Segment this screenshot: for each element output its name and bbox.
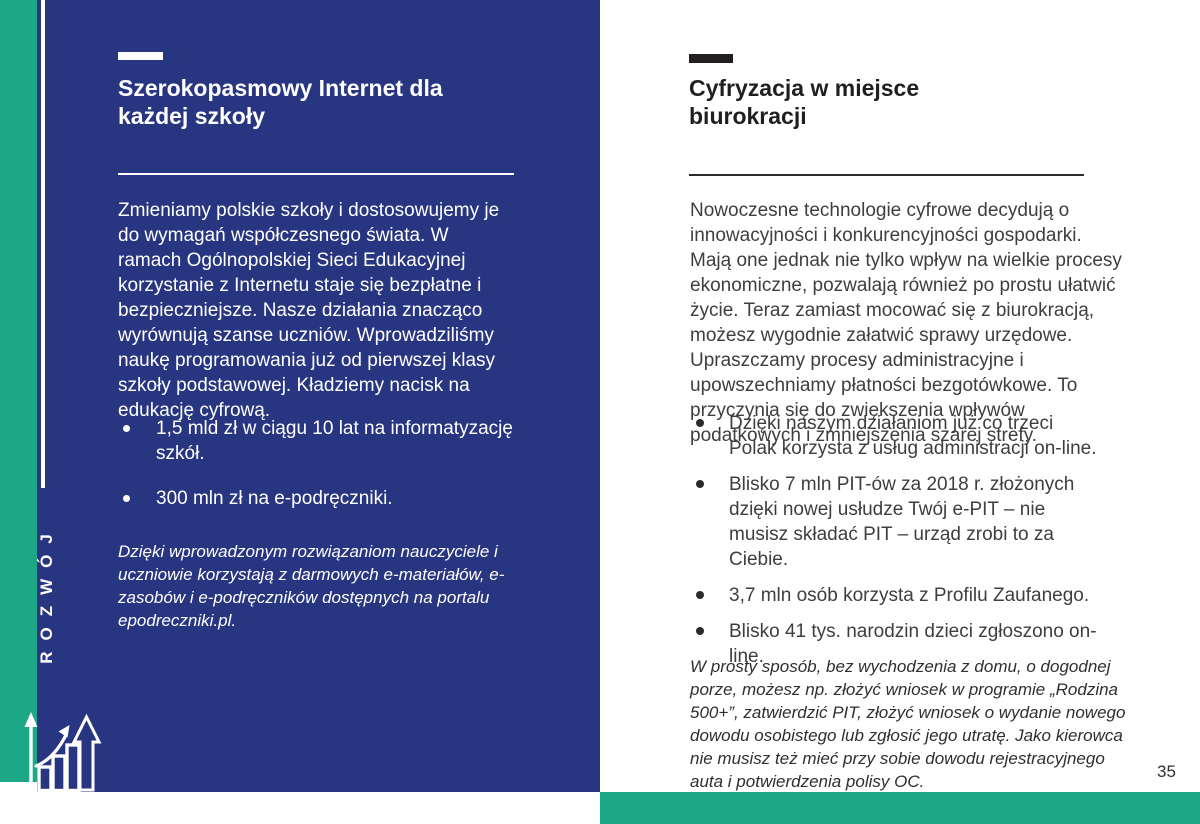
list-item: Blisko 7 mln PIT-ów za 2018 r. złożonych… — [690, 472, 1102, 572]
list-item-text: 1,5 mld zł w ciągu 10 lat na informatyza… — [156, 418, 513, 464]
section-label-rozwoj: ROZWÓJ — [37, 523, 56, 664]
list-item: Dzięki naszym działaniom już co trzeci P… — [690, 411, 1102, 461]
list-item-text: Blisko 41 tys. narodzin dzieci zgłoszono… — [729, 621, 1097, 667]
page-number: 35 — [1157, 762, 1176, 781]
left-bullet-list: 1,5 mld zł w ciągu 10 lat na informatyza… — [118, 416, 528, 531]
bullet-dot-icon — [696, 419, 704, 427]
list-item: 300 mln zł na e-podręczniki. — [118, 486, 528, 511]
right-body-paragraph: Nowoczesne technologie cyfrowe decydują … — [690, 200, 1122, 446]
left-white-divider-line — [41, 0, 45, 488]
list-item-text: 3,7 mln osób korzysta z Profilu Zaufaneg… — [729, 585, 1090, 606]
left-navy-panel — [37, 0, 600, 792]
bullet-dot-icon — [696, 480, 704, 488]
left-heading-dash — [118, 52, 163, 60]
list-item-text: 300 mln zł na e-podręczniki. — [156, 488, 393, 509]
left-horizontal-rule — [118, 173, 514, 175]
right-heading-dash — [689, 54, 733, 63]
left-italic-note: Dzięki wprowadzonym rozwiązaniom nauczyc… — [118, 542, 505, 630]
list-item: 3,7 mln osób korzysta z Profilu Zaufaneg… — [690, 583, 1102, 608]
right-italic-note: W prosty sposób, bez wychodzenia z domu,… — [690, 657, 1126, 791]
bullet-dot-icon — [123, 425, 130, 432]
bottom-green-bar — [600, 792, 1200, 824]
list-item: 1,5 mld zł w ciągu 10 lat na informatyza… — [118, 416, 528, 466]
right-section-title: Cyfryzacja w miejsce biurokracji — [689, 75, 920, 129]
bullet-dot-icon — [123, 495, 130, 502]
list-item: Blisko 41 tys. narodzin dzieci zgłoszono… — [690, 619, 1102, 669]
left-section-title: Szerokopasmowy Internet dla każdej szkoł… — [118, 75, 443, 129]
left-body-paragraph: Zmieniamy polskie szkoły i dostosowujemy… — [118, 200, 500, 421]
list-item-text: Dzięki naszym działaniom już co trzeci P… — [729, 413, 1097, 459]
right-bullet-list: Dzięki naszym działaniom już co trzeci P… — [690, 411, 1102, 669]
list-item-text: Blisko 7 mln PIT-ów za 2018 r. złożonych… — [729, 474, 1075, 570]
bullet-dot-icon — [696, 591, 704, 599]
bullet-dot-icon — [696, 627, 704, 635]
left-green-strip — [0, 0, 37, 782]
right-horizontal-rule — [689, 174, 1084, 176]
growth-chart-icon — [24, 712, 102, 792]
